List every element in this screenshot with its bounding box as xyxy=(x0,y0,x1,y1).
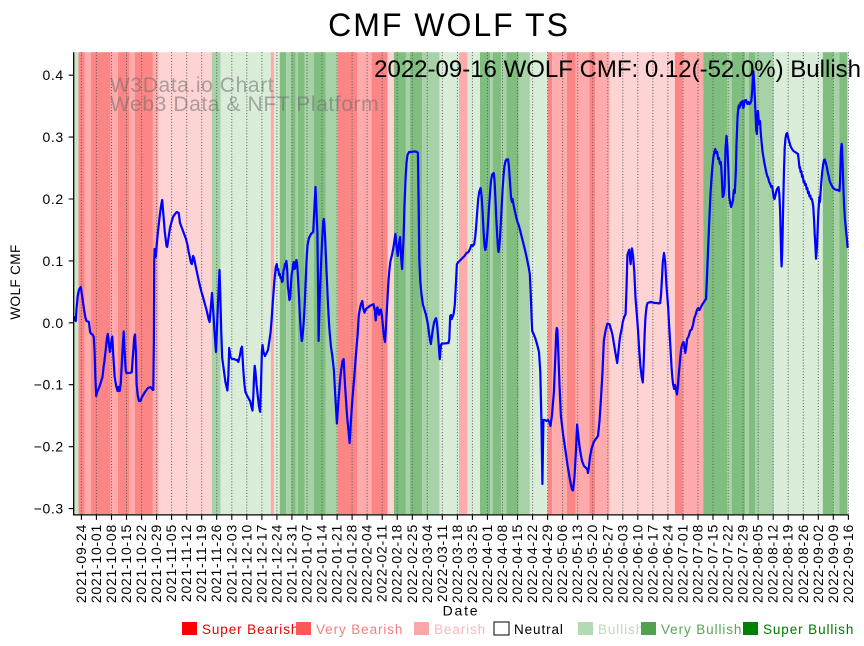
svg-text:2022-03-04: 2022-03-04 xyxy=(419,524,435,603)
svg-text:CMF WOLF TS: CMF WOLF TS xyxy=(328,7,570,43)
svg-text:2022-06-17: 2022-06-17 xyxy=(644,524,660,603)
svg-text:0.1: 0.1 xyxy=(43,253,64,269)
svg-text:0.3: 0.3 xyxy=(43,129,64,145)
svg-text:2022-08-19: 2022-08-19 xyxy=(780,524,796,603)
svg-text:Date: Date xyxy=(443,603,480,619)
svg-text:2022-08-12: 2022-08-12 xyxy=(765,524,781,603)
svg-text:2022-07-15: 2022-07-15 xyxy=(705,524,721,603)
svg-text:2022-01-21: 2022-01-21 xyxy=(329,524,345,603)
svg-text:2022-02-04: 2022-02-04 xyxy=(359,524,375,603)
svg-text:2022-02-11: 2022-02-11 xyxy=(374,524,390,602)
svg-text:2022-04-08: 2022-04-08 xyxy=(494,524,510,603)
svg-text:2022-08-26: 2022-08-26 xyxy=(795,524,811,603)
svg-text:Super Bullish: Super Bullish xyxy=(763,622,854,637)
svg-text:0.4: 0.4 xyxy=(43,67,64,83)
svg-text:2022-07-22: 2022-07-22 xyxy=(720,524,736,603)
svg-text:2022-09-16 WOLF CMF: 0.12(-52.: 2022-09-16 WOLF CMF: 0.12(-52.0%) Bullis… xyxy=(374,56,861,83)
svg-text:2021-10-22: 2021-10-22 xyxy=(133,524,149,603)
svg-text:2021-11-19: 2021-11-19 xyxy=(193,524,209,602)
svg-text:2021-12-17: 2021-12-17 xyxy=(253,524,269,603)
svg-text:2022-04-01: 2022-04-01 xyxy=(479,524,495,603)
svg-text:2021-11-05: 2021-11-05 xyxy=(163,524,179,602)
svg-text:2022-05-06: 2022-05-06 xyxy=(554,524,570,603)
svg-text:2021-12-10: 2021-12-10 xyxy=(238,524,254,603)
svg-text:2022-04-29: 2022-04-29 xyxy=(539,524,555,603)
svg-text:−0.1: −0.1 xyxy=(34,377,64,393)
svg-text:2022-07-01: 2022-07-01 xyxy=(675,524,691,603)
svg-text:2021-11-12: 2021-11-12 xyxy=(178,524,194,602)
svg-text:2022-03-18: 2022-03-18 xyxy=(449,524,465,603)
svg-text:2021-12-03: 2021-12-03 xyxy=(223,524,239,603)
svg-text:WOLF CMF: WOLF CMF xyxy=(8,244,23,319)
svg-text:2021-10-29: 2021-10-29 xyxy=(148,524,164,603)
svg-text:2022-01-28: 2022-01-28 xyxy=(344,524,360,603)
svg-text:2022-01-07: 2022-01-07 xyxy=(299,524,315,603)
svg-text:2022-03-25: 2022-03-25 xyxy=(464,524,480,603)
svg-text:2022-09-02: 2022-09-02 xyxy=(810,524,826,603)
svg-text:2022-07-29: 2022-07-29 xyxy=(735,524,751,603)
svg-text:2022-09-09: 2022-09-09 xyxy=(825,524,841,603)
svg-text:2021-10-08: 2021-10-08 xyxy=(103,524,119,603)
svg-text:Super Bearish: Super Bearish xyxy=(202,622,299,637)
svg-text:0.0: 0.0 xyxy=(43,315,64,331)
svg-text:2021-11-26: 2021-11-26 xyxy=(208,524,224,602)
svg-text:2022-06-03: 2022-06-03 xyxy=(614,524,630,603)
svg-text:−0.3: −0.3 xyxy=(34,501,64,517)
svg-text:2021-10-15: 2021-10-15 xyxy=(118,524,134,603)
svg-text:2021-12-24: 2021-12-24 xyxy=(268,524,284,603)
svg-text:2022-08-05: 2022-08-05 xyxy=(750,524,766,603)
svg-text:Bearish: Bearish xyxy=(434,622,486,637)
svg-text:2021-12-31: 2021-12-31 xyxy=(283,524,299,603)
svg-text:Very Bearish: Very Bearish xyxy=(316,622,403,637)
svg-text:2022-05-27: 2022-05-27 xyxy=(599,524,615,603)
svg-text:2022-01-14: 2022-01-14 xyxy=(314,524,330,603)
svg-text:2022-03-11: 2022-03-11 xyxy=(434,524,450,602)
svg-text:2022-06-10: 2022-06-10 xyxy=(629,524,645,603)
svg-text:2022-02-25: 2022-02-25 xyxy=(404,524,420,603)
svg-text:2021-09-24: 2021-09-24 xyxy=(73,524,89,603)
svg-text:Bullish: Bullish xyxy=(598,622,644,637)
svg-text:−0.2: −0.2 xyxy=(34,439,64,455)
svg-text:2022-06-24: 2022-06-24 xyxy=(659,524,675,603)
svg-text:Web3 Data & NFT Platform: Web3 Data & NFT Platform xyxy=(110,93,379,116)
svg-text:Very Bullish: Very Bullish xyxy=(661,622,742,637)
svg-text:2022-07-08: 2022-07-08 xyxy=(690,524,706,603)
svg-text:2021-10-01: 2021-10-01 xyxy=(88,524,104,603)
svg-text:2022-04-15: 2022-04-15 xyxy=(509,524,525,603)
svg-text:2022-05-13: 2022-05-13 xyxy=(569,524,585,603)
svg-text:2022-09-16: 2022-09-16 xyxy=(840,524,856,603)
svg-text:2022-05-20: 2022-05-20 xyxy=(584,524,600,603)
svg-text:2022-04-22: 2022-04-22 xyxy=(524,524,540,603)
svg-text:W3Data.io Chart: W3Data.io Chart xyxy=(110,74,274,97)
svg-text:0.2: 0.2 xyxy=(43,191,64,207)
svg-text:2022-02-18: 2022-02-18 xyxy=(389,524,405,603)
svg-text:Neutral: Neutral xyxy=(514,622,564,637)
